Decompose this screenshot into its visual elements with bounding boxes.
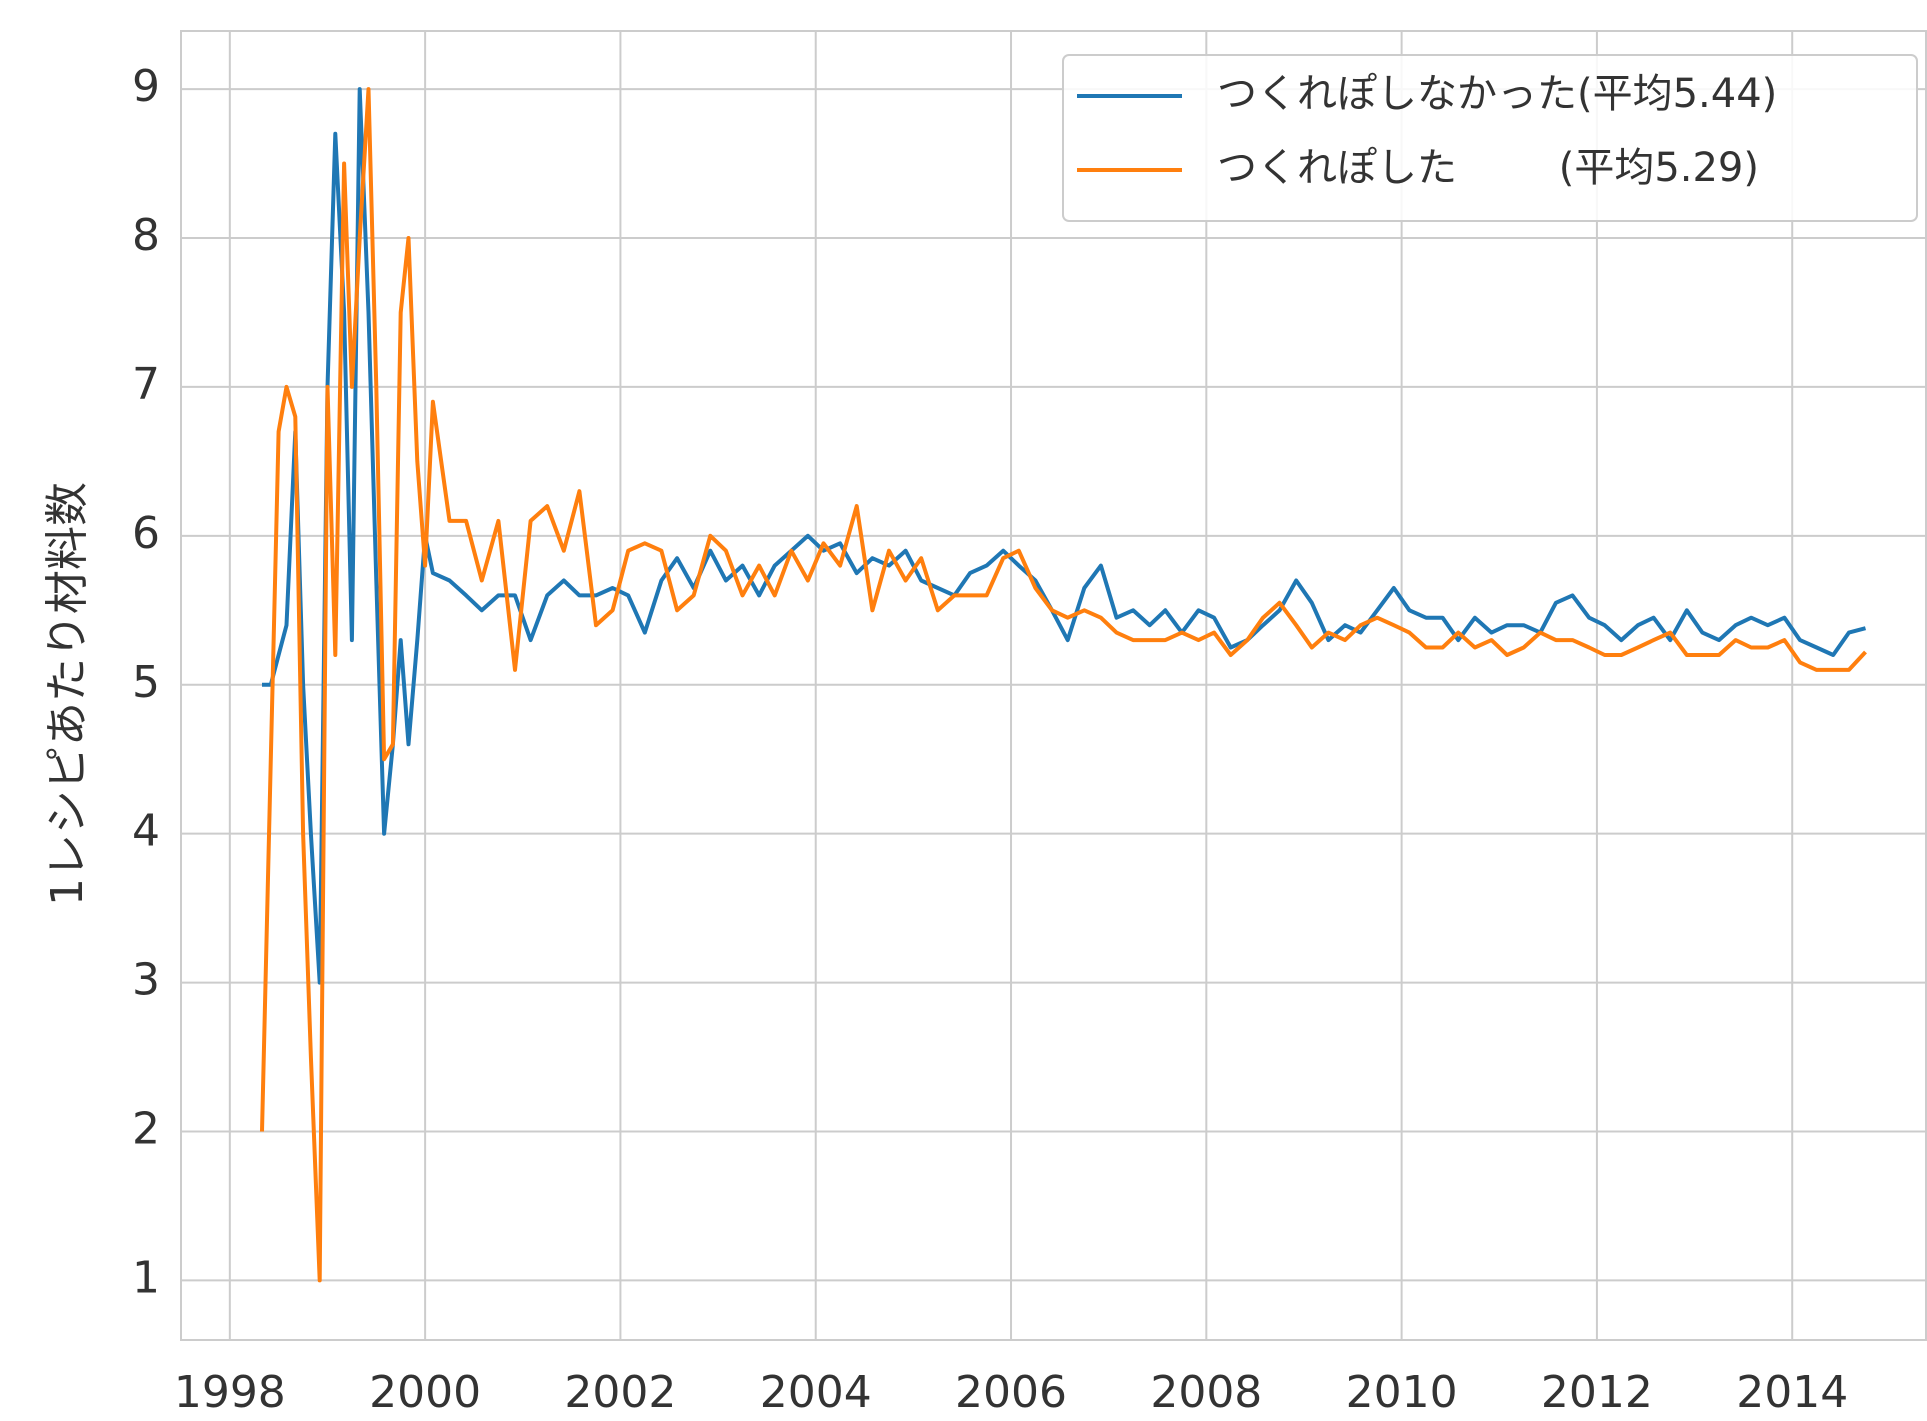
y-tick-label: 4 [132,806,160,857]
series-line [262,87,1867,985]
y-tick-label: 1 [132,1252,160,1303]
x-tick-label: 1998 [174,1367,286,1418]
x-tick-label: 2010 [1346,1367,1458,1418]
x-tick-label: 2006 [955,1367,1067,1418]
x-tick-label: 2004 [760,1367,872,1418]
x-tick-label: 2002 [564,1367,676,1418]
y-tick-label: 5 [132,657,160,708]
y-tick-label: 2 [132,1104,160,1155]
plot-frame [180,30,1927,1341]
legend: つくれぽしなかった(平均5.44) つくれぽした (平均5.29) [1062,54,1918,222]
plot-lines [260,87,1867,1283]
series-line [260,87,1867,1283]
y-tick-label: 6 [132,508,160,559]
y-tick-label: 7 [132,359,160,410]
y-tick-label: 8 [132,210,160,261]
legend-label: つくれぽしなかった(平均5.44) [1217,71,1777,117]
legend-box [1062,54,1918,222]
x-tick-label: 2014 [1736,1367,1848,1418]
y-tick-label: 9 [132,61,160,112]
y-axis-label: 1レシピあたり材料数 [42,482,93,906]
grid [181,31,1926,1340]
x-tick-label: 2012 [1541,1367,1653,1418]
legend-label: つくれぽした (平均5.29) [1217,145,1759,191]
x-tick-label: 2008 [1150,1367,1262,1418]
y-tick-label: 3 [132,955,160,1006]
x-tick-label: 2000 [369,1367,481,1418]
